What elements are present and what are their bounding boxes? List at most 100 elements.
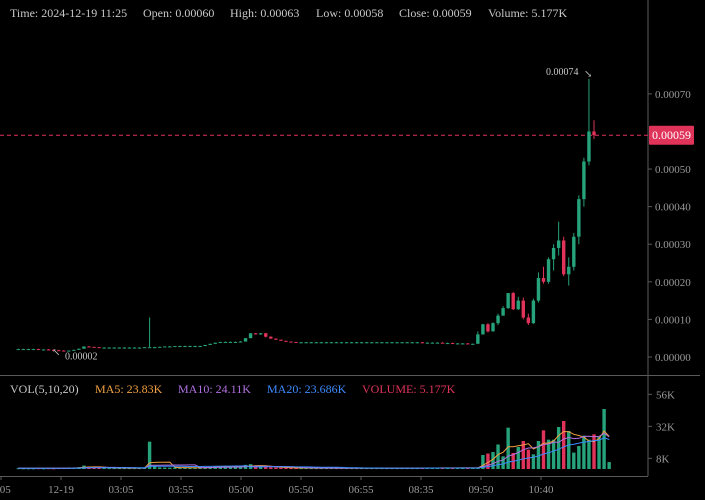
volume-bar <box>501 456 505 469</box>
candle-body <box>395 342 399 344</box>
time-tick-label[interactable]: 12-19 <box>48 484 74 496</box>
price-axis: 0.00000 0.00010 0.00020 0.00030 0.00040 0.000… <box>648 89 691 364</box>
candle-body <box>329 342 334 344</box>
volume-bar <box>556 427 561 469</box>
candle-body <box>188 346 192 348</box>
candle-body <box>309 342 313 344</box>
volume-legend: VOLUME: 5.177K <box>362 382 456 396</box>
max-arrow-icon: ↘ <box>584 69 592 80</box>
volume-bar <box>582 435 586 469</box>
candle-body <box>208 343 212 345</box>
time-tick-label[interactable]: 08:35 <box>408 484 434 496</box>
current-price-label: 0.00059 <box>652 128 691 142</box>
candle-body <box>198 346 202 348</box>
time-tick-label[interactable]: 05:00 <box>228 484 254 496</box>
volume-ma-lines <box>18 430 610 469</box>
price-tick-label: 0.00040 <box>655 202 691 214</box>
candle-body <box>238 341 243 343</box>
candle-body <box>450 343 455 345</box>
volume-bar <box>577 445 581 469</box>
candle-body <box>46 349 51 351</box>
candle-body <box>16 349 20 351</box>
candle-body <box>481 324 485 335</box>
min-annotation: ↖ 0.00002 <box>52 347 98 362</box>
volume-bar <box>531 454 536 469</box>
price-tick-label: 0.00050 <box>655 164 691 176</box>
candle-body <box>354 342 359 344</box>
candle-body <box>163 346 167 348</box>
candle-body <box>51 349 56 351</box>
volume-bar <box>147 441 152 469</box>
candle-body <box>582 161 586 200</box>
candle-body <box>375 342 379 344</box>
time-tick-label[interactable]: 09:50 <box>468 484 494 496</box>
candle-body <box>279 339 283 341</box>
time-tick-label[interactable]: 10:40 <box>528 484 554 496</box>
time-tick-label[interactable]: 03:05 <box>108 484 134 496</box>
volume-bar <box>602 409 606 469</box>
candle-body <box>178 346 182 348</box>
volume-bar <box>562 421 566 469</box>
candle-body <box>501 308 505 316</box>
candle-body <box>546 259 551 282</box>
volume-bar <box>541 430 546 469</box>
candle-body <box>314 342 318 344</box>
candle-body <box>572 236 576 267</box>
candle-body <box>132 347 137 349</box>
volume-bar <box>481 455 485 469</box>
time-tick-label[interactable]: 06:55 <box>348 484 374 496</box>
volume-bar <box>152 466 157 469</box>
time-tick-label[interactable]: 1:05 <box>0 484 11 496</box>
candle-body <box>385 342 389 344</box>
candle-body <box>274 338 278 340</box>
volume-bar <box>572 452 576 469</box>
candle-body <box>127 347 132 349</box>
candle-body <box>592 131 596 136</box>
candle-body <box>536 278 541 301</box>
max-annotation: 0.00074 ↘ <box>546 67 592 80</box>
candle-body <box>72 349 76 351</box>
volume-bar <box>289 467 293 469</box>
volume-bar <box>102 467 106 469</box>
candle-body <box>26 349 31 351</box>
candle-body <box>471 343 475 345</box>
time-axis[interactable]: 1:05 12-19 03:05 03:55 05:00 05:50 06:55 08:35 0… <box>0 476 554 496</box>
volume-bar <box>253 466 258 469</box>
candle-body <box>491 323 495 332</box>
time-tick-label[interactable]: 05:50 <box>288 484 314 496</box>
volume-tick-label: 56K <box>656 389 675 401</box>
volume-bar <box>188 467 192 469</box>
candle-body <box>67 350 71 352</box>
volume-bar <box>299 468 303 470</box>
candle-body <box>36 349 41 351</box>
volume-bar <box>551 439 556 469</box>
candle-body <box>496 315 500 324</box>
candle-body <box>526 317 531 324</box>
candle-body <box>31 349 36 351</box>
candle-body <box>556 240 561 248</box>
candle-body <box>587 131 591 162</box>
candle-body <box>506 293 510 309</box>
candle-body <box>476 334 480 344</box>
candle-body <box>82 346 86 349</box>
time-tick-label[interactable]: 03:55 <box>168 484 194 496</box>
candle-body <box>183 346 187 348</box>
candle-body <box>218 341 222 343</box>
volume-bar <box>168 467 172 469</box>
min-arrow-icon: ↖ <box>52 347 60 358</box>
current-price-tag <box>649 125 694 145</box>
candle-body <box>173 346 177 348</box>
candle-body <box>158 346 162 348</box>
volume-bar <box>51 468 56 470</box>
candle-body <box>223 341 228 343</box>
volume-bar <box>97 467 101 469</box>
candle-body <box>213 342 217 344</box>
candle-body <box>577 199 581 237</box>
volume-bar <box>163 467 167 469</box>
candle-body <box>87 346 91 348</box>
volume-bar <box>26 468 31 470</box>
volume-bar <box>193 467 197 469</box>
candle-body <box>410 342 414 344</box>
volume-bar <box>122 468 127 470</box>
